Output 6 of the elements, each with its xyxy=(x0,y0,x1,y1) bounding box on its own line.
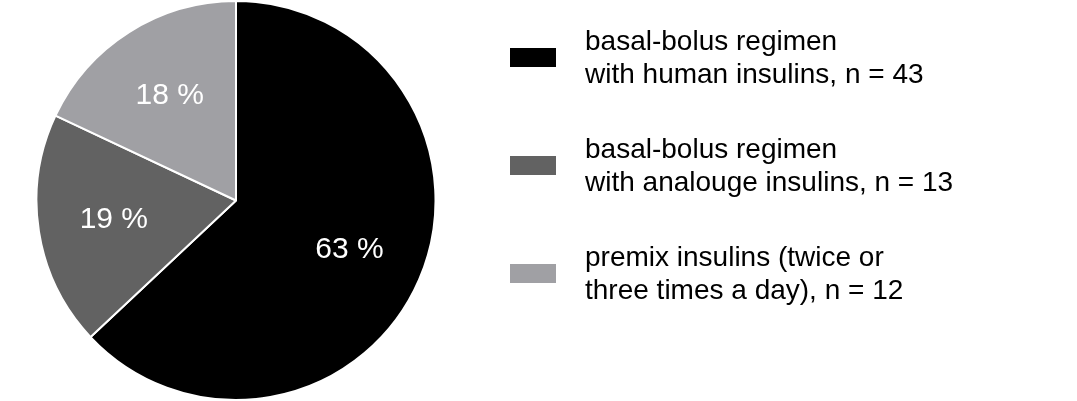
legend-label: basal-bolus regimen with human insulins, n = 43 xyxy=(585,24,924,90)
data-label: 63 % xyxy=(315,230,384,264)
data-label: 19 % xyxy=(79,201,149,235)
data-label: 18 % xyxy=(135,77,204,111)
legend-label: premix insulins (twice or three times a day), n = 12 xyxy=(585,240,904,306)
legend-label: basal-bolus regimen with analouge insulins, n = 13 xyxy=(585,132,954,198)
